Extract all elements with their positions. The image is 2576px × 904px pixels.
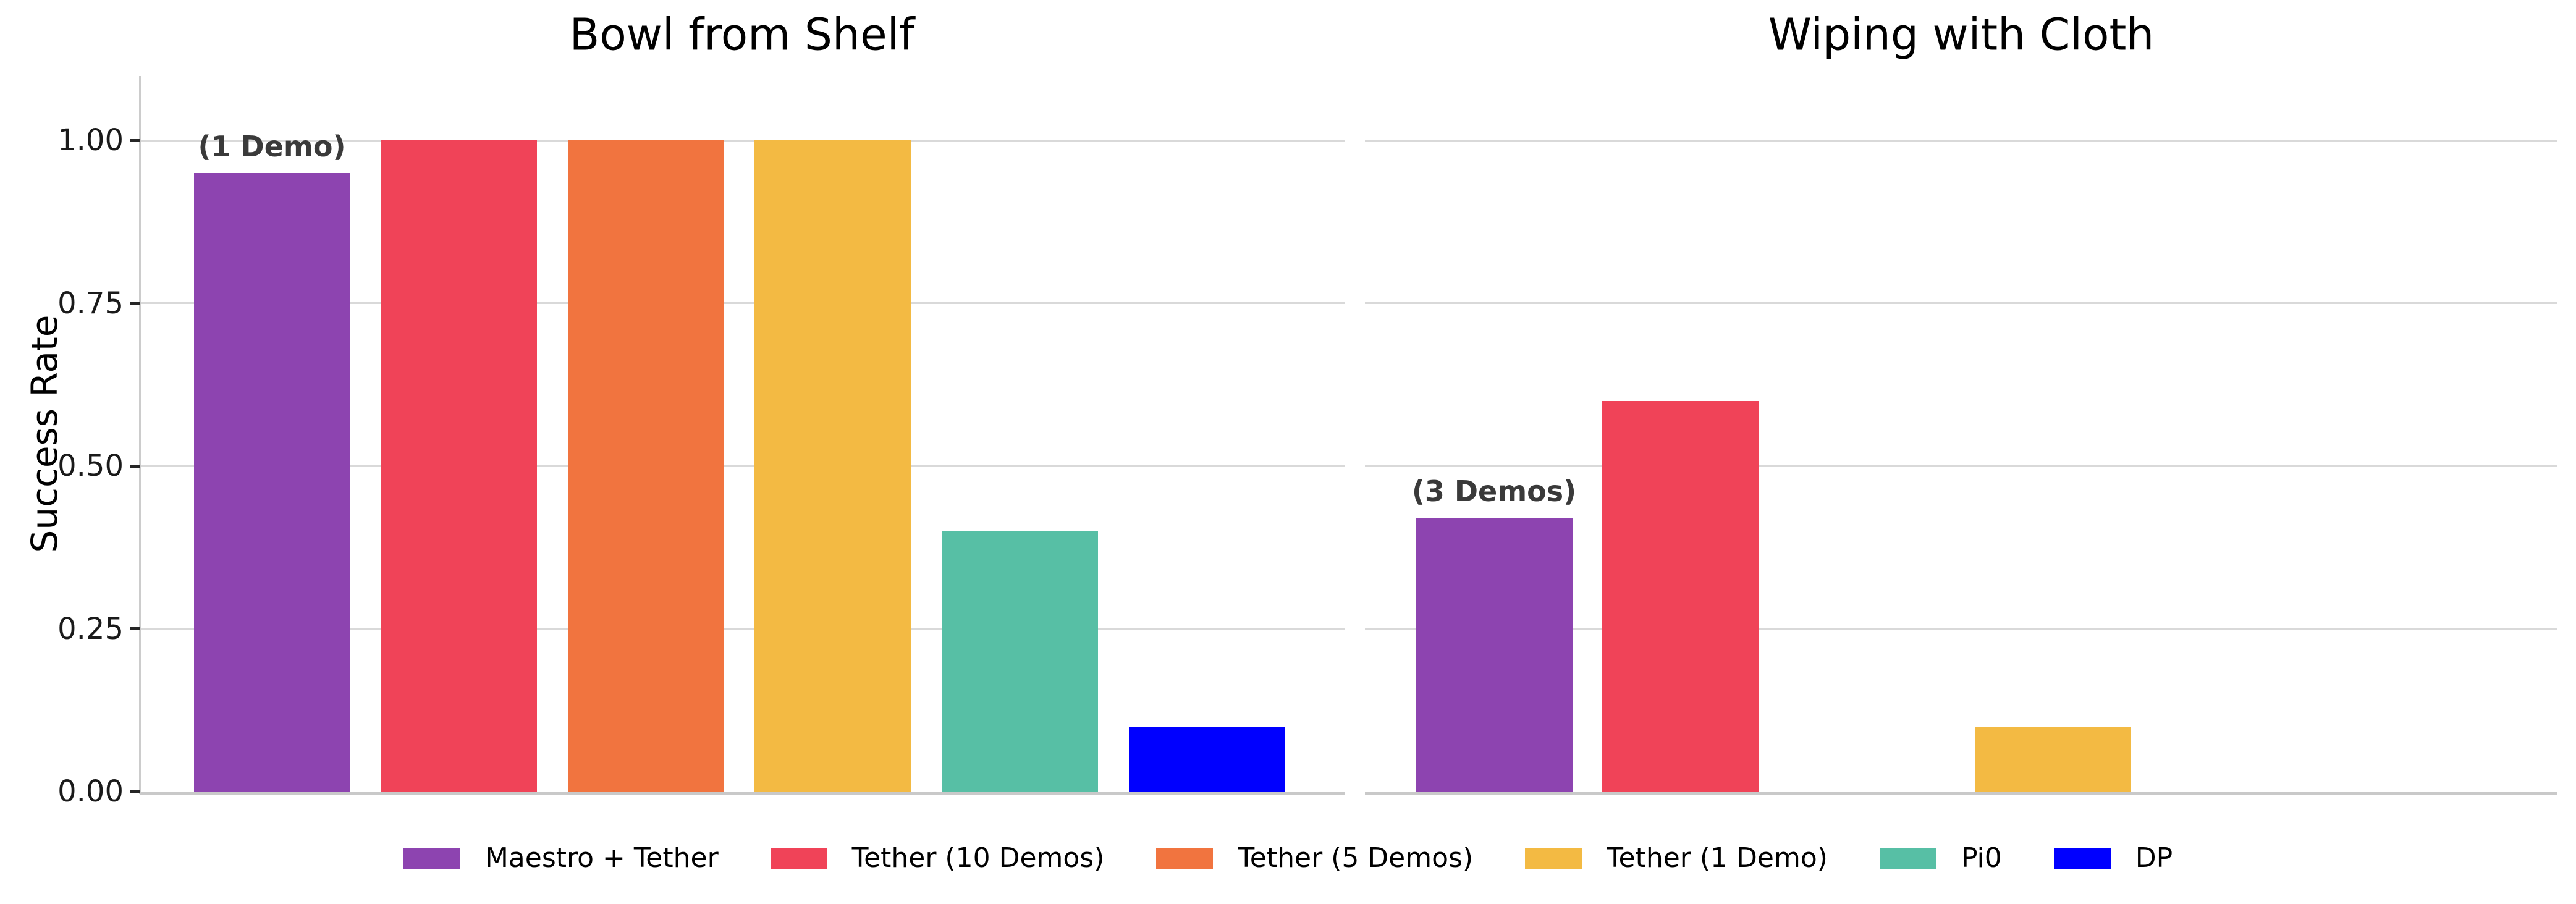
y-tick-mark: [130, 138, 140, 142]
y-tick-label: 1.00: [57, 123, 124, 158]
y-tick-mark: [130, 302, 140, 305]
legend-swatch: [403, 848, 460, 869]
legend: Maestro + Tether Tether (10 Demos) Tether …: [0, 845, 2576, 872]
gridline: [140, 628, 1345, 630]
right-panel-title: Wiping with Cloth: [1768, 9, 2155, 61]
bar-right-0: [1416, 518, 1573, 792]
y-tick-label: 0.75: [57, 285, 124, 321]
left-panel-title: Bowl from Shelf: [569, 9, 915, 61]
legend-label: Pi0: [1961, 842, 2002, 874]
legend-item-4: Pi0: [1879, 842, 2002, 874]
legend-swatch: [1525, 848, 1582, 869]
gridline: [140, 302, 1345, 304]
gridline: [1365, 302, 2557, 304]
legend-label: Maestro + Tether: [484, 842, 719, 874]
gridline: [1365, 139, 2557, 142]
y-axis-spine: [139, 76, 141, 794]
legend-swatch: [1156, 848, 1214, 869]
bar-left-1: [381, 140, 538, 792]
gridline: [140, 139, 1345, 142]
legend-swatch: [1879, 848, 1936, 869]
bar-annotation: (3 Demos): [1411, 475, 1577, 509]
legend-item-2: Tether (5 Demos): [1156, 845, 1473, 872]
legend-item-1: Tether (10 Demos): [770, 842, 1105, 874]
bar-left-4: [941, 531, 1098, 792]
legend-item-0: Maestro + Tether: [403, 845, 719, 872]
gridline: [140, 465, 1345, 467]
y-tick-mark: [130, 790, 140, 793]
legend-label: Tether (1 Demo): [1607, 842, 1828, 874]
y-tick-label: 0.00: [57, 774, 124, 809]
bar-left-5: [1128, 726, 1285, 792]
gridline: [1365, 628, 2557, 630]
legend-label: Tether (5 Demos): [1238, 842, 1474, 874]
legend-swatch: [2053, 848, 2111, 869]
bar-right-1: [1602, 400, 1759, 792]
x-axis-line: [1365, 792, 2557, 795]
bar-left-2: [567, 140, 724, 792]
bar-left-0: [193, 172, 350, 792]
y-tick-label: 0.50: [57, 449, 124, 483]
bar-left-3: [754, 140, 911, 792]
x-axis-line: [140, 792, 1345, 795]
y-tick-mark: [130, 464, 140, 468]
legend-label: DP: [2135, 842, 2173, 874]
bar-annotation: (1 Demo): [198, 129, 346, 163]
y-tick-mark: [130, 627, 140, 630]
gridline: [1365, 465, 2557, 467]
bar-right-3: [1975, 726, 2131, 792]
y-tick-label: 0.25: [57, 611, 124, 646]
legend-swatch: [770, 848, 827, 869]
legend-item-3: Tether (1 Demo): [1525, 845, 1828, 872]
legend-item-5: DP: [2053, 842, 2173, 874]
legend-label: Tether (10 Demos): [851, 842, 1105, 874]
y-axis-label: Success Rate: [23, 315, 65, 553]
